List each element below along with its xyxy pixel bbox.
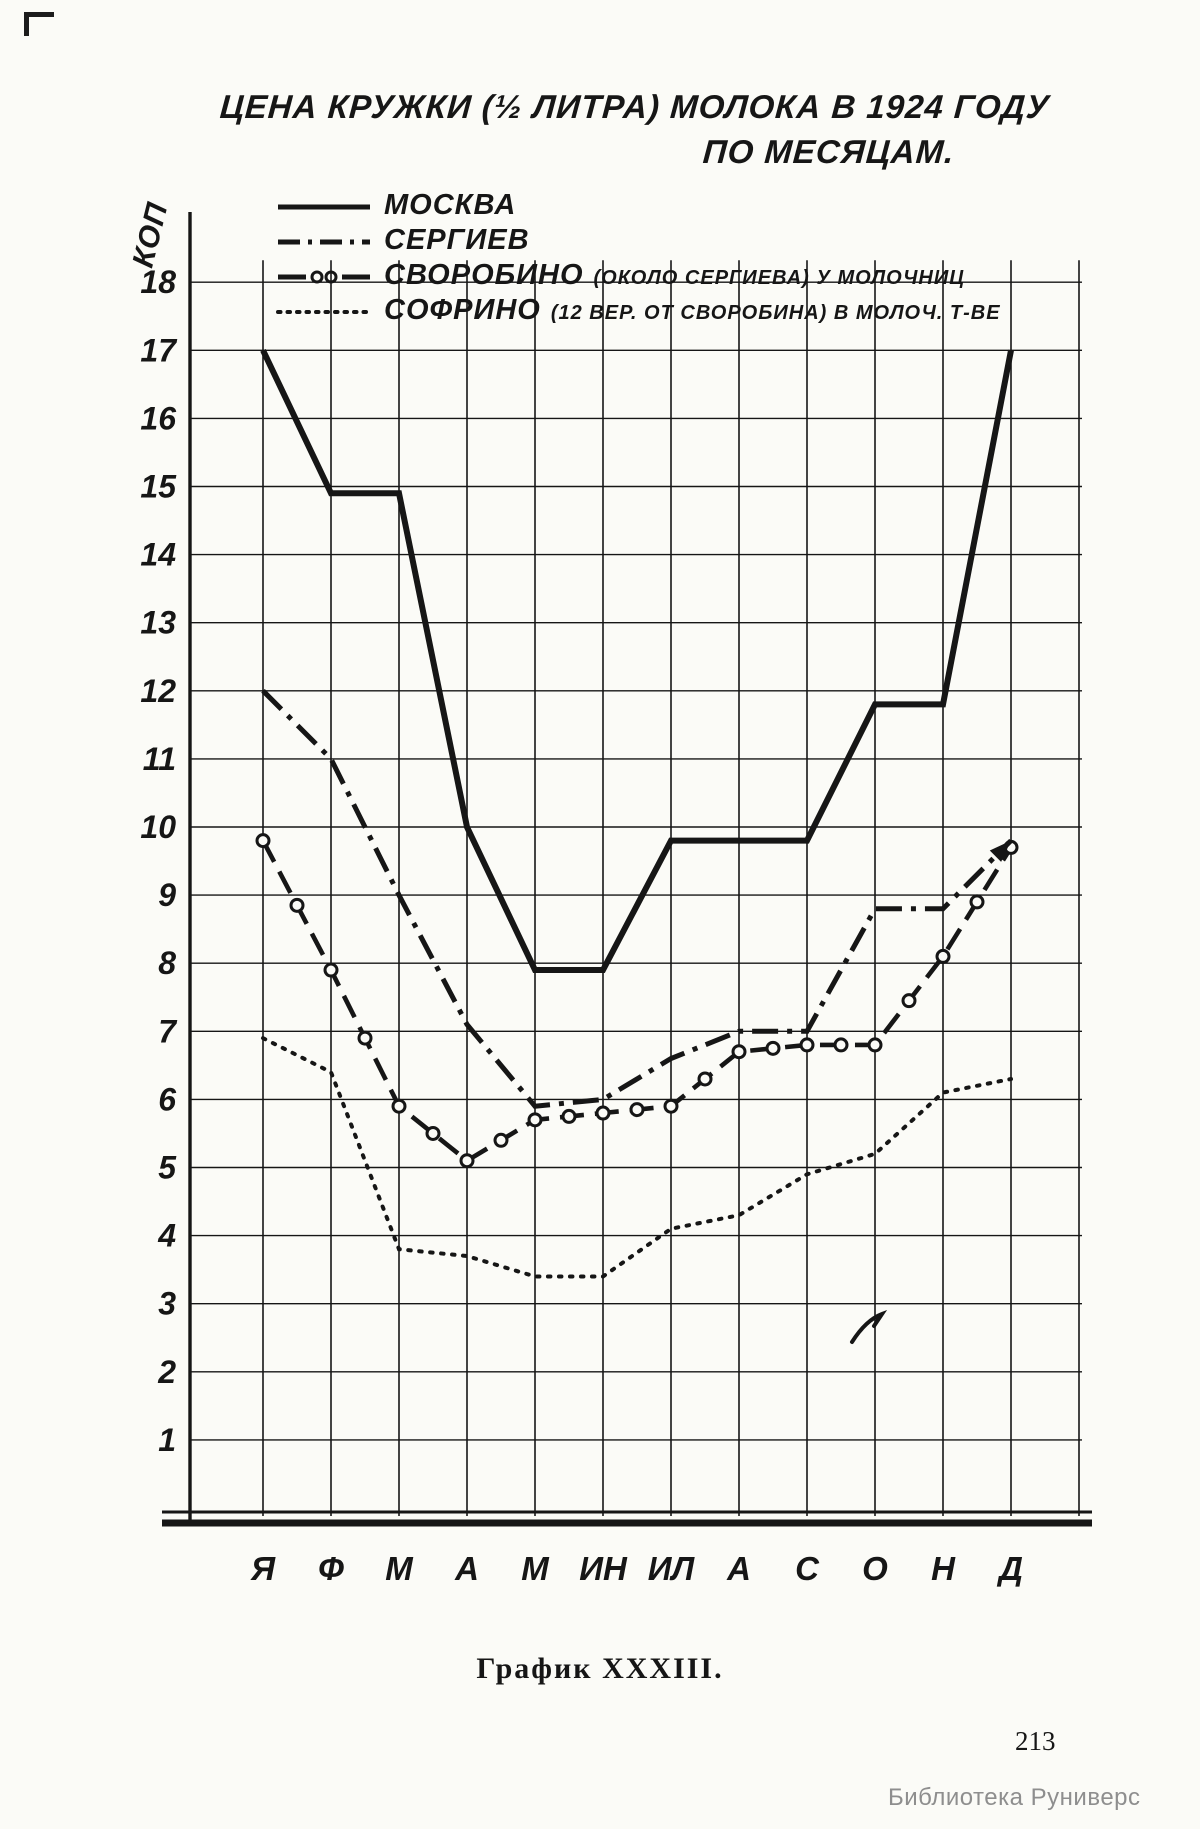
series-marker-circle	[935, 948, 951, 964]
series-marker-circle	[527, 1112, 543, 1128]
series-arrowhead	[989, 840, 1011, 862]
x-tick-label: Я	[250, 1550, 276, 1587]
series-marker-circle	[493, 1132, 509, 1148]
legend-label: МОСКВА	[384, 189, 517, 221]
y-tick-label: 6	[158, 1081, 176, 1117]
legend-sample-dash-circle-line	[278, 270, 370, 283]
y-tick-label: 1	[158, 1422, 176, 1458]
x-tick-label: А	[726, 1550, 751, 1587]
y-tick-label: 5	[158, 1150, 177, 1186]
legend-label: СЕРГИЕВ	[384, 224, 530, 256]
series-line-сергиев	[261, 689, 1013, 1109]
y-tick-label: 2	[157, 1354, 176, 1390]
y-tick-label: 12	[140, 673, 176, 709]
y-tick-label: 7	[158, 1013, 178, 1049]
series-marker-circle	[969, 894, 985, 910]
legend-note: (12 ВЕР. ОТ СВОРОБИНА) В МОЛОЧ. Т-ВЕ	[550, 302, 1001, 324]
y-tick-label: 9	[158, 877, 176, 913]
series-marker-circle	[255, 833, 271, 849]
stray-pen-mark	[850, 1309, 888, 1344]
legend-item-svorobino: СВОРОБИНО (ОКОЛО СЕРГИЕВА) У МОЛОЧНИЦ	[276, 258, 1001, 293]
y-tick-label: 10	[140, 809, 176, 845]
legend-sample-dotted-line	[276, 309, 372, 314]
y-tick-label: 16	[140, 400, 176, 436]
x-tick-label: М	[521, 1550, 550, 1587]
x-tick-label: ИН	[579, 1550, 628, 1587]
y-tick-label: 18	[140, 264, 176, 300]
series-marker-circle	[833, 1037, 849, 1053]
series-marker-circle	[357, 1030, 373, 1046]
y-tick-label: 15	[140, 469, 177, 505]
y-tick-label: 4	[157, 1218, 176, 1254]
x-tick-label: Н	[931, 1550, 956, 1587]
series-marker-circle	[289, 897, 305, 913]
page-number: 213	[1015, 1726, 1056, 1756]
legend-item-moskva: МОСКВА	[276, 188, 1001, 223]
x-tick-label: А	[454, 1550, 479, 1587]
y-tick-label: 13	[140, 605, 176, 641]
series-marker-circle	[391, 1098, 407, 1114]
series-marker-circle	[561, 1108, 577, 1124]
x-tick-label: О	[862, 1550, 888, 1587]
figure-caption: График XXXIII.	[476, 1652, 724, 1685]
legend-item-sofrino: СОФРИНО (12 ВЕР. ОТ СВОРОБИНА) В МОЛОЧ. …	[276, 293, 1001, 328]
series-line-софрино	[261, 1036, 1013, 1279]
legend-item-sergiev: СЕРГИЕВ	[276, 223, 1001, 258]
series-marker-circle	[697, 1071, 713, 1087]
x-tick-label: М	[385, 1550, 414, 1587]
legend: МОСКВА СЕРГИЕВ СВОРОБИНО (ОКОЛО СЕРГИЕВА…	[276, 188, 1001, 328]
x-tick-label: Д	[996, 1550, 1023, 1587]
series-marker-circle	[595, 1105, 611, 1121]
legend-note: (ОКОЛО СЕРГИЕВА) У МОЛОЧНИЦ	[593, 267, 965, 289]
x-tick-label: ИЛ	[648, 1550, 696, 1587]
y-tick-label: 8	[158, 945, 176, 981]
y-tick-label: 14	[140, 537, 176, 573]
series-marker-circle	[663, 1098, 679, 1114]
legend-label: СВОРОБИНО	[384, 259, 584, 291]
series-marker-circle	[629, 1102, 645, 1118]
y-tick-label: 3	[158, 1286, 176, 1322]
y-tick-label: 17	[140, 332, 178, 368]
series-marker-circle	[799, 1037, 815, 1053]
series-marker-circle	[323, 962, 339, 978]
series-marker-circle	[731, 1044, 747, 1060]
series-marker-circle	[425, 1125, 441, 1141]
scan-corner-mark	[24, 12, 58, 40]
x-tick-label: Ф	[318, 1550, 344, 1587]
x-tick-label: С	[795, 1550, 820, 1587]
series-marker-circle	[901, 993, 917, 1009]
library-watermark: Библиотека Руниверс	[888, 1784, 1141, 1811]
legend-label: СОФРИНО	[384, 294, 541, 326]
y-tick-label: 11	[143, 741, 176, 777]
series-marker-circle	[765, 1040, 781, 1056]
series-line-москва	[260, 349, 1014, 974]
series-marker-circle	[867, 1037, 883, 1053]
series-marker-circle	[459, 1153, 475, 1169]
legend-sample-dashdot-line	[278, 239, 370, 244]
legend-sample-solid-line	[278, 204, 370, 209]
